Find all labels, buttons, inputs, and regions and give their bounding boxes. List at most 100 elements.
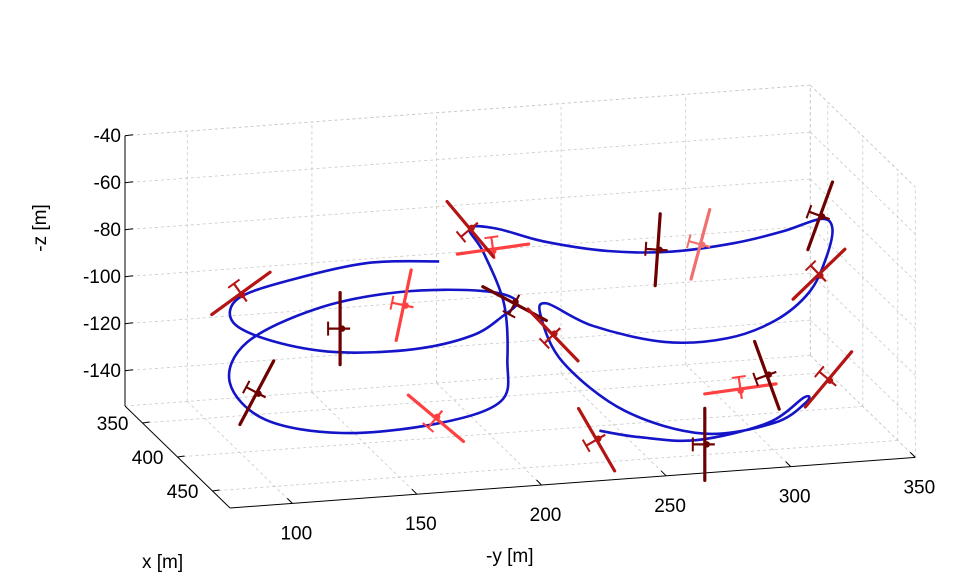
axes-layer: 100 150 200 250 300 350350400450-40-60-80-100… (83, 126, 935, 545)
aircraft-tail (484, 235, 499, 240)
z-tick-mark (124, 275, 134, 278)
trajectory-line (227, 217, 834, 443)
aircraft-marker (791, 247, 847, 301)
aircraft-body (402, 302, 409, 309)
y-tick-mark (660, 470, 667, 477)
aircraft-body (512, 298, 519, 306)
y-tick-mark (909, 452, 916, 458)
aircraft-marker (803, 350, 854, 409)
grid-line (810, 84, 916, 188)
aircraft-tail (389, 295, 395, 310)
aircraft-tail (731, 375, 746, 379)
y-axis-line (229, 456, 916, 509)
aircraft-body (468, 224, 475, 232)
aircraft-marker (455, 235, 531, 260)
y-tick-label: 100 (280, 523, 312, 544)
aircraft-marker (327, 291, 351, 367)
x-tick-label: 350 (97, 414, 129, 435)
grid-line (810, 225, 916, 329)
aircraft-marker (406, 393, 466, 444)
aircraft-marker (805, 180, 835, 252)
aircraft-body (433, 413, 441, 420)
aircraft-tail (814, 365, 825, 378)
aircraft-body (595, 435, 602, 442)
aircraft-tail (455, 230, 467, 243)
aircraft-tail (804, 259, 817, 272)
z-tick-label: -100 (83, 267, 121, 288)
z-tick-label: -120 (83, 314, 121, 335)
aircraft-tail (538, 337, 550, 350)
aircraft-body (699, 241, 706, 249)
z-tick-mark (124, 322, 134, 325)
aircraft-marker (576, 406, 617, 473)
grid-line (124, 84, 811, 137)
aircraft-body (703, 441, 710, 448)
aircraft-marker (644, 212, 668, 288)
z-tick-label: -60 (94, 173, 121, 194)
grid-line (212, 440, 898, 492)
x-axis-label: x [m] (142, 552, 183, 573)
aircraft-tail (581, 439, 591, 453)
aircraft-marker (752, 339, 781, 411)
y-tick-label: 350 (903, 477, 935, 498)
x-tick-mark (212, 489, 220, 492)
y-axis-label: -y [m] (486, 546, 534, 567)
aircraft-body (817, 272, 824, 279)
grid-line (810, 131, 916, 235)
aircraft-body (656, 246, 663, 254)
aircraft-marker (238, 359, 276, 427)
aircraft-marker (703, 375, 778, 399)
aircraft-marker (445, 199, 495, 259)
grid-line (124, 355, 811, 407)
aircraft-marker (389, 268, 414, 343)
y-tick-label: 250 (654, 496, 686, 517)
aircraft-marker (691, 406, 715, 482)
aircraft-body (238, 291, 246, 299)
grid-line (560, 373, 667, 477)
aircraft-body (551, 330, 558, 337)
x-tick-label: 400 (132, 448, 164, 469)
x-tick-mark (177, 455, 185, 458)
grid-line (810, 319, 916, 423)
aircraft-body (818, 213, 826, 220)
grid-line (685, 364, 791, 467)
y-tick-mark (785, 461, 792, 467)
aircraft-body (765, 371, 772, 378)
aircraft-tail (686, 234, 692, 249)
aircraft-tail (644, 241, 648, 256)
x-tick-mark (142, 421, 150, 424)
aircraft-tail (805, 204, 813, 219)
y-tick-label: 150 (405, 514, 437, 535)
z-tick-mark (124, 181, 134, 184)
z-tick-label: -140 (83, 361, 121, 382)
grid-line (124, 178, 811, 231)
aircraft-tail (502, 310, 516, 319)
y-tick-mark (286, 498, 293, 504)
aircraft-tail (752, 372, 759, 387)
y-tick-label: 300 (779, 487, 811, 508)
grid-line (124, 131, 811, 184)
y-tick-mark (536, 479, 542, 486)
aircraft-tail (242, 380, 251, 394)
grid-line (810, 355, 916, 458)
z-tick-label: -80 (94, 220, 121, 241)
z-axis-label: -z [m] (30, 204, 51, 252)
grid-line (177, 406, 863, 458)
aircraft-marker (481, 285, 548, 323)
y-tick-label: 200 (530, 505, 562, 526)
z-tick-mark (124, 369, 134, 372)
aircraft-marker (526, 307, 580, 363)
y-tick-mark (411, 488, 418, 495)
grid-line (124, 319, 811, 372)
grid-line (124, 272, 811, 325)
label-layer: -z [m] x [m] -y [m] (30, 204, 534, 573)
z-tick-mark (124, 134, 134, 137)
data-layer (210, 180, 854, 482)
aircraft-tail (422, 422, 435, 433)
grid-layer (124, 84, 916, 504)
aircraft-body (737, 387, 744, 395)
aircraft-body (826, 377, 834, 384)
z-tick-mark (124, 228, 134, 231)
z-tick-label: -40 (94, 126, 121, 147)
